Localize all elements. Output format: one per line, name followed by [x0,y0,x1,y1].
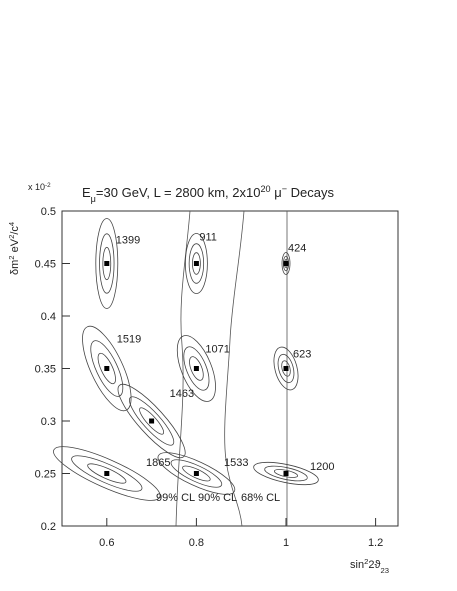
contour [189,356,204,381]
best-fit-point [283,366,289,371]
contour [184,233,208,294]
limit-curve [224,210,245,527]
contour [253,461,319,486]
best-fit-point [283,471,289,476]
point-label: 1533 [224,457,248,469]
cl-label: 68% CL [241,492,280,504]
y-label-part: 2 [7,255,16,259]
y-tick-label: 0.3 [41,416,56,428]
y-multiplier-part: x 10 [28,182,45,192]
contour [182,465,211,482]
title: Eμ=30 GeV, L = 2800 km, 2x1020 μ− Decays [82,184,334,204]
best-fit-point [104,261,110,266]
contour [170,459,223,488]
point-label: 1463 [170,388,194,400]
best-fit-point [149,418,155,424]
point-label: 424 [288,243,306,255]
contour [176,335,216,402]
cl-label: 90% CL [198,492,237,504]
x-tick-label: 0.6 [99,537,114,549]
point-label: 623 [293,349,311,361]
contour [53,446,161,501]
x-tick-label: 1 [283,537,289,549]
point-label: 1519 [117,334,141,346]
point-label: 1071 [205,344,229,356]
x-label-part: sin [350,559,364,571]
limit-curve [175,210,191,527]
y-tick-label: 0.2 [41,521,56,533]
y-multiplier-part: -2 [45,182,51,189]
title-part: E [82,185,91,200]
y-tick-label: 0.25 [35,469,56,481]
y-label-part: 4 [7,221,16,226]
y-label-part: /c [9,226,21,235]
y-tick-label: 0.45 [35,259,56,271]
x-label-part: 2 [364,557,368,566]
contour [71,455,143,492]
contour [95,218,119,309]
contour [281,360,291,377]
title-part: =30 GeV, L = 2800 km, 2x10 [96,185,261,200]
contour [188,243,205,284]
x-label-part: 2ϑ [368,559,380,571]
y-tick-label: 0.35 [35,364,56,376]
y-tick-label: 0.4 [41,311,56,323]
x-tick-label: 1.2 [368,537,383,549]
best-fit-point [104,366,110,371]
contour [264,465,308,482]
y-tick-label: 0.5 [41,206,56,218]
y-label-part: δm [9,260,21,275]
contour [97,352,116,385]
contour [99,233,115,294]
contour [192,252,201,275]
title-part: μ [91,194,96,204]
best-fit-point [193,261,199,266]
contour [273,346,299,391]
best-fit-point [104,471,110,476]
contour [282,255,290,272]
point-label: 1399 [116,235,140,247]
contour [183,346,210,391]
contour [277,353,295,384]
x-label-part: 23 [380,566,389,575]
title-part: − [282,184,287,194]
y-label: δm2 eV2/c4 [7,221,22,275]
best-fit-point [193,471,199,476]
contour [87,463,127,484]
contour [139,407,165,435]
contour [82,325,132,412]
point-label: 1200 [310,461,334,473]
contour [129,396,175,446]
cl-label: 99% CL [156,492,195,504]
y-multiplier: x 10-2 [28,182,51,193]
best-fit-point [193,366,199,371]
title-part: Decays [287,185,334,200]
title-part: 20 [260,184,270,194]
point-label: 1865 [146,457,170,469]
y-label-part: 2 [7,235,16,239]
point-label: 911 [199,232,217,244]
contour [102,246,112,281]
contour [273,469,299,478]
best-fit-point [283,261,289,266]
contour [157,452,236,495]
y-label-part: eV [9,238,21,255]
x-tick-label: 0.8 [189,537,204,549]
contour [281,252,291,275]
contour [117,383,186,459]
title-part: μ [271,185,282,200]
x-label: sin22ϑ23 [350,557,389,575]
